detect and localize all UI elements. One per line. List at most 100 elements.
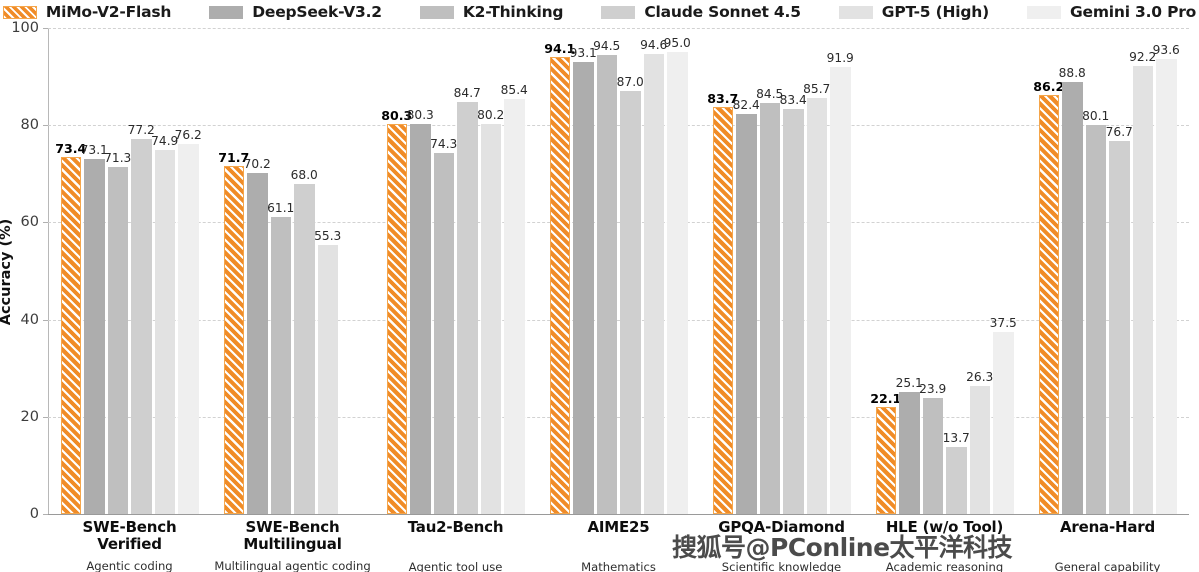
bar-value-label: 25.1 xyxy=(895,376,923,391)
bar[interactable]: 94.5 xyxy=(593,39,620,514)
bar[interactable]: 77.2 xyxy=(128,123,155,514)
bar[interactable]: 37.5 xyxy=(990,316,1017,514)
bar[interactable]: 71.3 xyxy=(104,151,131,514)
x-axis-group-title: Tau2-Bench xyxy=(407,518,504,536)
bar-value-label: 80.1 xyxy=(1082,108,1110,123)
x-axis-group-title: SWE-Bench xyxy=(82,518,177,536)
bar[interactable]: 74.3 xyxy=(430,137,457,514)
bar[interactable]: 70.2 xyxy=(244,157,271,514)
bar[interactable]: 61.1 xyxy=(267,201,294,514)
bar[interactable]: 25.1 xyxy=(896,376,923,514)
bar-value-label: 83.4 xyxy=(779,92,807,107)
x-axis-group-label: SWE-Bench Multilingual Multilingual agenti… xyxy=(211,519,374,572)
bar[interactable]: 86.2 xyxy=(1033,79,1064,514)
bar[interactable]: 88.8 xyxy=(1059,66,1086,514)
bar-value-label: 82.4 xyxy=(732,97,760,112)
bar-value-label: 87.0 xyxy=(616,75,644,90)
bar[interactable]: 82.4 xyxy=(733,98,760,514)
legend-item[interactable]: Claude Sonnet 4.5 xyxy=(601,3,801,21)
legend-swatch-icon xyxy=(1026,5,1061,19)
bar-value-label: 95.0 xyxy=(663,36,691,51)
x-axis-group-label: Tau2-Bench Agentic tool use xyxy=(374,519,537,572)
y-tick-mark xyxy=(43,222,48,224)
bar[interactable]: 73.4 xyxy=(55,141,86,514)
bar-group: 22.1 25.1 23.9 13.7 26.3 37.5 xyxy=(863,28,1026,514)
bar[interactable]: 74.9 xyxy=(151,134,178,514)
bar[interactable]: 92.2 xyxy=(1129,50,1156,514)
bar-value-label: 85.7 xyxy=(803,81,831,96)
bar[interactable]: 94.1 xyxy=(544,41,575,514)
bar-value-label: 94.5 xyxy=(593,38,621,53)
x-axis-group-subtitle: Scientific knowledge xyxy=(721,559,842,572)
legend-swatch-icon xyxy=(601,5,636,19)
bar[interactable]: 84.7 xyxy=(454,86,481,514)
bar[interactable]: 80.3 xyxy=(381,108,412,514)
legend-item[interactable]: GPT-5 (High) xyxy=(838,3,989,21)
legend-item[interactable]: K2-Thinking xyxy=(419,3,564,21)
y-tick-label: 20 xyxy=(20,408,39,425)
bar-value-label: 80.3 xyxy=(381,107,413,123)
bar[interactable]: 26.3 xyxy=(966,370,993,514)
bar[interactable]: 83.7 xyxy=(707,91,738,514)
bar[interactable]: 76.2 xyxy=(175,128,202,514)
bar-value-label: 93.6 xyxy=(1152,43,1180,58)
bar[interactable]: 93.1 xyxy=(570,46,597,514)
bar-value-label: 86.2 xyxy=(1033,79,1065,95)
bar-group: 94.1 93.1 94.5 87.0 94.6 95.0 xyxy=(537,28,700,514)
bar-value-label: 13.7 xyxy=(942,431,970,446)
legend-item[interactable]: MiMo-V2-Flash xyxy=(2,3,171,21)
bar-value-label: 80.3 xyxy=(406,107,434,122)
y-axis-line xyxy=(48,28,49,515)
legend-item-label: K2-Thinking xyxy=(462,3,564,21)
bar-value-label: 74.9 xyxy=(151,134,179,148)
bar[interactable]: 55.3 xyxy=(314,229,341,514)
bar-value-label: 94.1 xyxy=(544,40,576,56)
bar[interactable]: 71.7 xyxy=(218,150,249,514)
bar[interactable]: 83.4 xyxy=(780,93,807,514)
bar[interactable]: 22.1 xyxy=(870,391,901,514)
bar[interactable]: 23.9 xyxy=(919,382,946,514)
legend-item-label: Gemini 3.0 Pro xyxy=(1069,3,1197,21)
bar-value-label: 83.7 xyxy=(707,91,739,107)
bar[interactable]: 94.6 xyxy=(640,38,667,514)
x-axis-group-subtitle: Agentic coding xyxy=(86,558,173,572)
x-axis-group-title: SWE-Bench xyxy=(245,518,340,536)
x-axis-group-label: HLE (w/o Tool) Academic reasoning xyxy=(863,519,1026,572)
x-axis-group-title: Arena-Hard xyxy=(1059,518,1156,536)
bar-value-label: 93.1 xyxy=(569,45,597,60)
bar[interactable]: 95.0 xyxy=(664,36,691,514)
legend-item[interactable]: DeepSeek-V3.2 xyxy=(209,3,382,21)
bar-group: 71.7 70.2 61.1 68.0 55.3 xyxy=(211,28,374,514)
bar[interactable]: 85.7 xyxy=(803,82,830,514)
x-axis-group-title: Multilingual xyxy=(243,534,342,553)
bar[interactable]: 76.7 xyxy=(1106,125,1133,514)
bar-value-label: 74.3 xyxy=(430,136,458,151)
bar[interactable]: 80.1 xyxy=(1082,109,1109,514)
bar-value-label: 94.6 xyxy=(640,38,668,53)
bar[interactable]: 73.1 xyxy=(81,143,108,514)
bar-value-label: 76.2 xyxy=(174,127,202,142)
gridline xyxy=(48,319,1189,321)
bar-value-label: 26.3 xyxy=(966,370,994,385)
bar[interactable]: 87.0 xyxy=(617,75,644,514)
bar[interactable]: 80.2 xyxy=(477,108,504,514)
x-axis-group-title: Verified xyxy=(97,534,162,553)
y-tick-label: 60 xyxy=(20,214,39,231)
bar-value-label: 37.5 xyxy=(989,315,1017,330)
y-tick-mark xyxy=(43,416,48,418)
y-tick-label: 100 xyxy=(11,20,39,36)
bar[interactable]: 85.4 xyxy=(501,83,528,514)
legend-item[interactable]: Gemini 3.0 Pro xyxy=(1026,3,1197,21)
gridline xyxy=(48,28,1189,29)
bar-value-label: 80.2 xyxy=(477,108,505,123)
bar[interactable]: 13.7 xyxy=(943,431,970,514)
bar[interactable]: 91.9 xyxy=(827,51,854,514)
x-axis-group-label: AIME25 Mathematics xyxy=(537,519,700,572)
bar[interactable]: 68.0 xyxy=(291,168,318,514)
bar-value-label: 61.1 xyxy=(267,201,295,216)
x-axis-group-subtitle: Academic reasoning xyxy=(885,559,1004,572)
bar[interactable]: 84.5 xyxy=(756,87,783,514)
bar[interactable]: 80.3 xyxy=(407,108,434,514)
legend-item-label: Claude Sonnet 4.5 xyxy=(644,3,801,21)
bar[interactable]: 93.6 xyxy=(1153,43,1180,514)
